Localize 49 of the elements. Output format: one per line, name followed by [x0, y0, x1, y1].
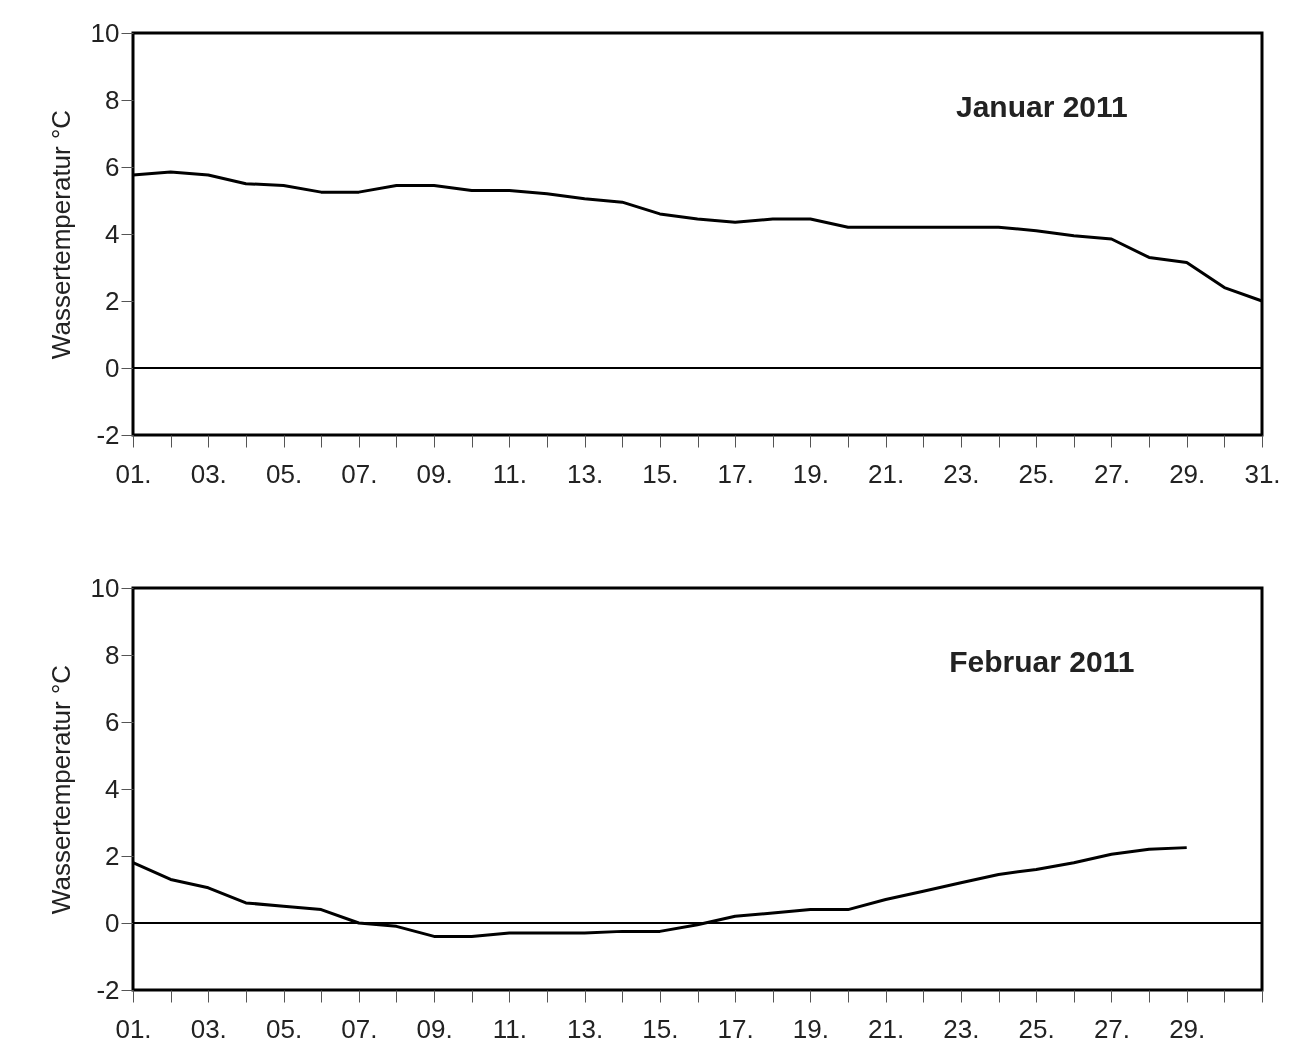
x-tick-label: 17.: [717, 1013, 754, 1044]
x-tick-label: 29.: [1169, 1013, 1206, 1044]
x-tick-label: 19.: [792, 1013, 829, 1044]
x-tick-label: 07.: [341, 1013, 378, 1044]
y-tick-label: -2: [96, 974, 120, 1005]
x-tick-label: 15.: [642, 458, 679, 489]
text: Januar 2011: [955, 90, 1128, 123]
x-tick-label: 13.: [567, 458, 604, 489]
y-tick-label: 6: [105, 151, 120, 182]
y-tick-label: 4: [105, 773, 120, 804]
x-tick-label: 21.: [868, 458, 905, 489]
y-tick-label: 2: [105, 285, 120, 316]
x-tick-label: 23.: [943, 1013, 980, 1044]
x-tick-label: 05.: [265, 458, 303, 489]
x-tick-label: 07.: [341, 458, 378, 489]
y-tick-label: 0: [105, 907, 120, 938]
x-tick-label: 25.: [1018, 458, 1055, 489]
y-tick-label: 10: [90, 572, 120, 603]
text: Februar 2011: [949, 645, 1135, 678]
x-tick-label: 13.: [567, 1013, 604, 1044]
x-tick-label: 17.: [717, 458, 754, 489]
x-tick-label: 25.: [1018, 1013, 1055, 1044]
x-tick-label: 21.: [868, 1013, 905, 1044]
x-tick-label: 05.: [265, 1013, 303, 1044]
x-tick-label: 31.: [1244, 458, 1281, 489]
x-tick-label: 03.: [190, 458, 227, 489]
x-tick-label: 01.: [115, 1013, 152, 1044]
y-tick-label: -2: [96, 419, 120, 450]
y-tick-label: 8: [105, 639, 120, 670]
x-tick-label: 11.: [492, 458, 527, 489]
x-tick-label: 27.: [1093, 458, 1131, 489]
x-tick-label: 11.: [492, 1013, 527, 1044]
x-tick-label: 19.: [792, 458, 829, 489]
y-tick-label: 8: [105, 84, 120, 115]
x-tick-label: 29.: [1169, 458, 1206, 489]
x-tick-label: 23.: [943, 458, 980, 489]
y-axis-title: Wassertemperatur °C: [45, 664, 76, 915]
y-tick-label: 6: [105, 706, 120, 737]
x-tick-label: 09.: [416, 458, 453, 489]
y-axis-title: Wassertemperatur °C: [45, 109, 76, 360]
y-tick-label: 0: [105, 352, 120, 383]
y-tick-label: 2: [105, 840, 120, 871]
y-tick-label: 4: [105, 218, 120, 249]
x-tick-label: 27.: [1093, 1013, 1131, 1044]
x-tick-label: 09.: [416, 1013, 453, 1044]
x-tick-label: 03.: [190, 1013, 227, 1044]
y-tick-label: 10: [90, 17, 120, 48]
x-tick-label: 01.: [115, 458, 152, 489]
x-tick-label: 15.: [642, 1013, 679, 1044]
